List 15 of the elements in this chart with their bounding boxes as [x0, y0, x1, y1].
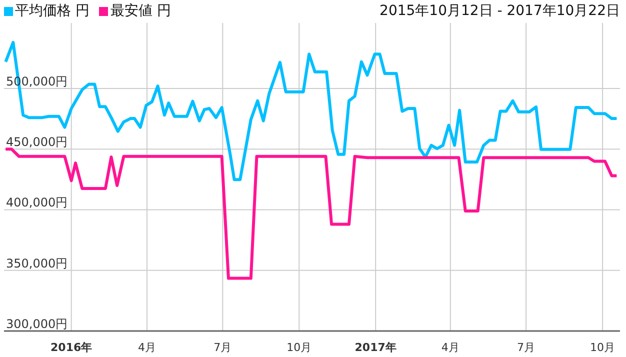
y-tick-label: 450,000円	[6, 135, 68, 150]
chart-subtitle: 2015年10月12日 - 2017年10月22日	[380, 2, 620, 20]
x-tick-label: 2017年	[354, 341, 396, 354]
x-tick-label: 10月	[286, 341, 312, 354]
y-tick-label: 350,000円	[6, 256, 68, 270]
legend-label: 最安値 円	[110, 2, 171, 20]
y-tick-label: 400,000円	[6, 196, 68, 210]
x-tick-label: 7月	[214, 341, 232, 354]
x-tick-label: 10月	[590, 341, 616, 354]
x-tick-label: 4月	[441, 341, 460, 354]
y-tick-label: 300,000円	[6, 317, 68, 331]
x-tick-label: 4月	[138, 341, 156, 354]
x-tick-label: 2016年	[50, 341, 92, 354]
legend-label: 平均価格 円	[15, 2, 90, 20]
x-tick-label: 7月	[517, 341, 536, 354]
